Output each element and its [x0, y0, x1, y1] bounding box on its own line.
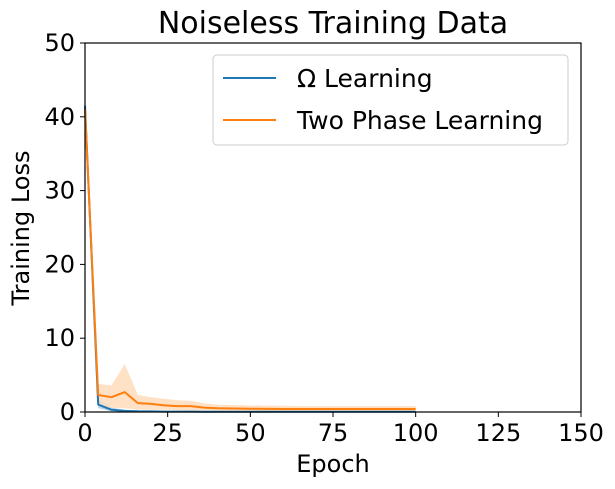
y-axis-ticks: 0 10 20 30 40 50: [44, 29, 85, 426]
chart-title: Noiseless Training Data: [158, 6, 508, 41]
x-tick-label: 150: [558, 419, 604, 447]
y-axis-label: Training Loss: [7, 151, 35, 307]
confidence-bands: [85, 98, 416, 412]
x-tick-label: 25: [152, 419, 183, 447]
y-tick-label: 20: [44, 250, 75, 278]
x-axis-label: Epoch: [296, 450, 370, 478]
x-tick-label: 100: [393, 419, 439, 447]
legend-label-omega-learning: Ω Learning: [297, 64, 433, 93]
x-tick-label: 50: [235, 419, 266, 447]
confidence-band-two-phase-learning: [85, 98, 416, 412]
x-axis-ticks: 0 25 50 75 100 125 150: [77, 412, 604, 447]
y-tick-label: 30: [44, 177, 75, 205]
legend: Ω Learning Two Phase Learning: [212, 54, 569, 146]
x-tick-label: 0: [77, 419, 92, 447]
y-tick-label: 50: [44, 29, 75, 57]
legend-box: [212, 54, 569, 146]
series-line-two-phase-learning: [84, 109, 416, 410]
y-tick-label: 10: [44, 324, 75, 352]
x-tick-label: 75: [318, 419, 349, 447]
y-tick-label: 40: [44, 103, 75, 131]
legend-label-two-phase-learning: Two Phase Learning: [296, 106, 543, 135]
y-tick-label: 0: [60, 398, 75, 426]
x-tick-label: 125: [475, 419, 521, 447]
